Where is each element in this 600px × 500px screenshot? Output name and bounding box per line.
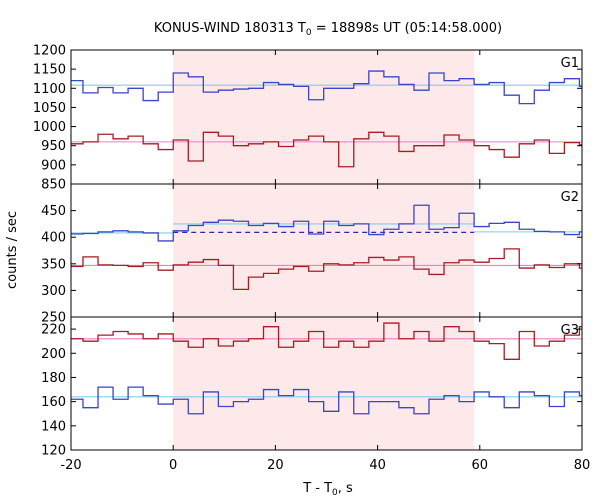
shaded-interval-layer: [173, 50, 475, 450]
series-g1-blue: [71, 70, 582, 105]
y-tick-label-g1-850: 850: [41, 178, 66, 193]
y-tick-label-g1-1150: 1150: [33, 63, 66, 78]
y-tick-label-g1-900: 900: [41, 158, 66, 173]
panel-g3: [71, 322, 582, 415]
y-tick-label-g1-1050: 1050: [33, 101, 66, 116]
y-tick-label-g2-450: 450: [41, 204, 66, 219]
panel-label-g2: G2: [561, 190, 579, 205]
y-tick-label-g3-140: 140: [41, 419, 66, 434]
series-g1-red: [71, 131, 582, 168]
y-axis-label: counts / sec: [5, 211, 20, 289]
series-g3-blue: [71, 386, 582, 415]
y-tick-label-g3-200: 200: [41, 347, 66, 362]
shaded-interval: [173, 50, 475, 450]
frame-layer: 85090095010001050110011501200G1250300350…: [33, 44, 590, 474]
y-tick-label-g2-300: 300: [41, 284, 66, 299]
y-tick-label-g1-1000: 1000: [33, 120, 66, 135]
y-tick-label-g3-120: 120: [41, 444, 66, 459]
panel-g1: [71, 70, 582, 168]
panel-frame-g3: [70, 316, 583, 451]
y-tick-label-g2-400: 400: [41, 231, 66, 246]
panels-layer: [71, 70, 582, 415]
y-tick-label-g3-180: 180: [41, 371, 66, 386]
panel-label-g3: G3: [561, 323, 579, 338]
x-tick-label-80: 80: [574, 458, 591, 473]
y-tick-label-g1-950: 950: [41, 139, 66, 154]
series-g3-red: [71, 322, 582, 360]
y-tick-label-g3-160: 160: [41, 395, 66, 410]
y-tick-label-g1-1200: 1200: [33, 44, 66, 59]
y-tick-label-g2-350: 350: [41, 257, 66, 272]
panel-label-g1: G1: [561, 56, 579, 71]
chart-title: KONUS-WIND 180313 T0 = 18898s UT (05:14:…: [154, 21, 502, 38]
x-tick-label-60: 60: [472, 458, 489, 473]
x-tick-label-20: 20: [267, 458, 284, 473]
x-axis-label: T - T0, s: [302, 481, 353, 498]
series-g2-red: [71, 248, 582, 290]
series-g2-blue: [71, 204, 582, 242]
x-tick-label-40: 40: [369, 458, 386, 473]
x-tick-label--20: -20: [60, 458, 81, 473]
y-tick-label-g2-250: 250: [41, 311, 66, 326]
y-tick-label-g1-1100: 1100: [33, 82, 66, 97]
panel-g2: [71, 204, 582, 290]
x-tick-label-0: 0: [169, 458, 177, 473]
y-tick-label-g3-220: 220: [41, 323, 66, 338]
